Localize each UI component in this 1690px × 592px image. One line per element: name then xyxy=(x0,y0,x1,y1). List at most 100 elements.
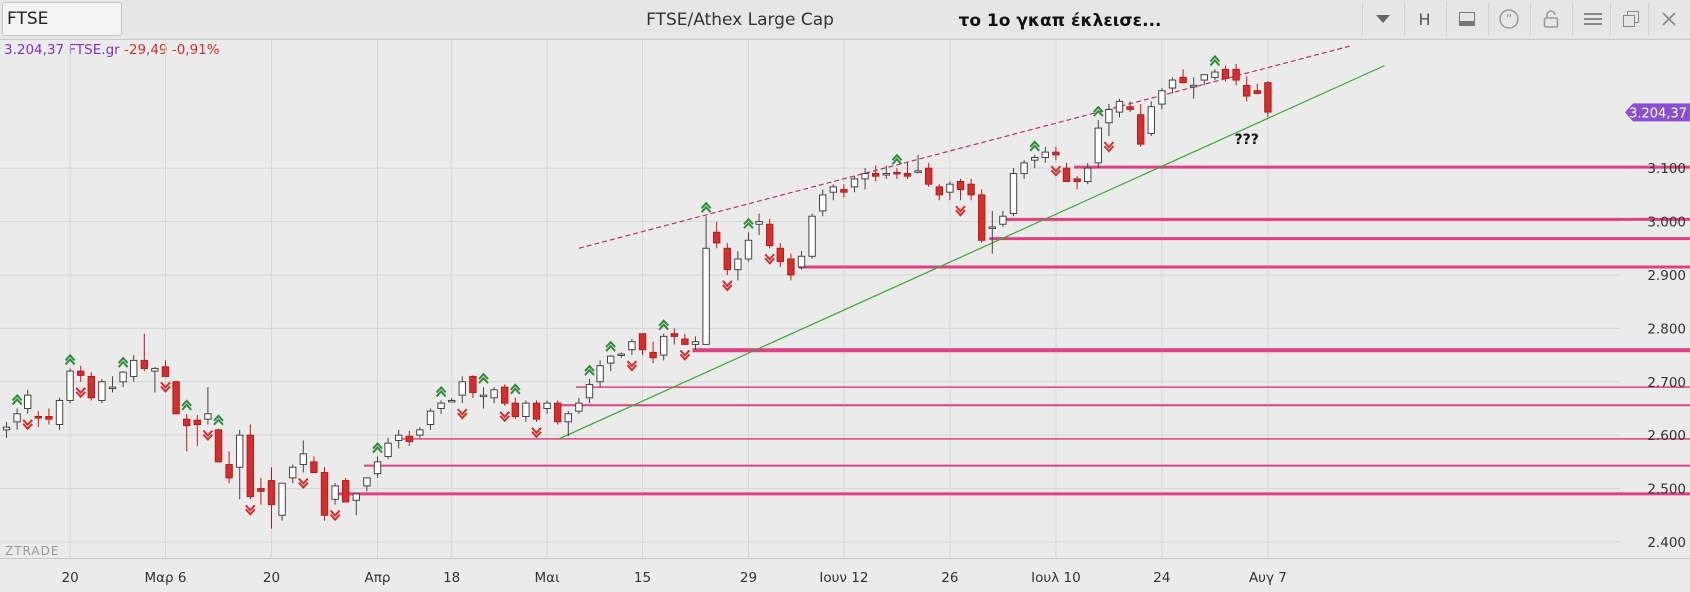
fractal-up-marker xyxy=(64,353,76,366)
candle-down xyxy=(310,456,318,474)
date-tick-label: 29 xyxy=(740,570,757,586)
quote-line: 3.204,37 FTSE.gr -29,49 -0,91% xyxy=(4,42,220,58)
candle-body xyxy=(87,375,95,399)
candle-body xyxy=(893,171,901,175)
fractal-up-marker xyxy=(700,201,712,213)
candle-up xyxy=(204,387,212,425)
price-tick-label: 3.100 xyxy=(1647,161,1686,177)
candle-body xyxy=(755,221,763,225)
candle-up xyxy=(1190,77,1198,99)
candle-body xyxy=(1084,167,1092,183)
candle-up xyxy=(1200,74,1208,86)
candle-body xyxy=(405,435,414,443)
quote-button[interactable]: ” xyxy=(1488,2,1528,36)
candle-body xyxy=(1179,76,1187,84)
candle-down xyxy=(1264,81,1272,118)
candle-body xyxy=(140,359,149,369)
quote-change: -29,49 xyxy=(124,42,168,58)
candle-body xyxy=(34,415,42,419)
fractal-down-marker xyxy=(531,427,542,439)
candle-body xyxy=(829,186,837,193)
candle-down xyxy=(1179,69,1187,84)
candle-body xyxy=(214,429,223,463)
candle-up xyxy=(585,379,594,404)
candle-body xyxy=(1221,68,1230,79)
candle-down xyxy=(1126,101,1134,113)
candle-body xyxy=(670,333,678,337)
candle-body xyxy=(55,399,64,425)
candle-up xyxy=(617,352,625,358)
candle-down xyxy=(140,333,149,372)
candle-up xyxy=(1020,160,1028,179)
candle-down xyxy=(766,218,774,249)
candle-up xyxy=(236,429,244,500)
fractal-down-marker xyxy=(679,349,691,361)
symbol-input[interactable]: FTSE xyxy=(2,2,122,36)
panel-button[interactable] xyxy=(1446,2,1486,36)
fractal-down-marker xyxy=(1050,165,1062,177)
candle-body xyxy=(946,183,954,193)
candle-up xyxy=(691,336,700,350)
candle-body xyxy=(956,181,965,191)
candle-down xyxy=(257,477,265,505)
candle-body xyxy=(787,258,795,276)
candle-body xyxy=(681,338,689,345)
candle-down xyxy=(405,430,414,446)
candle-up xyxy=(66,368,74,404)
candle-up xyxy=(607,355,615,372)
candle-body xyxy=(246,434,255,498)
candle-body xyxy=(45,415,53,420)
candle-body xyxy=(320,472,329,516)
candle-body xyxy=(1253,90,1261,94)
candle-body xyxy=(882,173,890,176)
fractal-up-marker xyxy=(1029,140,1040,152)
candle-body xyxy=(161,366,170,377)
candle-body xyxy=(925,167,933,185)
h-button-label: H xyxy=(1418,9,1431,29)
candle-up xyxy=(819,189,827,217)
candle-up xyxy=(151,366,159,393)
candle-body xyxy=(1243,84,1251,97)
fractal-down-marker xyxy=(160,381,171,393)
candle-body xyxy=(607,355,615,364)
close-button[interactable] xyxy=(1648,2,1688,36)
chevron-down-icon xyxy=(1375,14,1391,24)
candle-body xyxy=(819,194,827,212)
h-button[interactable]: H xyxy=(1404,2,1444,36)
candle-up xyxy=(702,216,710,345)
restore-button[interactable] xyxy=(1610,2,1650,36)
lock-button[interactable] xyxy=(1530,2,1570,36)
fractal-up-marker xyxy=(435,385,447,398)
candle-body xyxy=(914,170,922,173)
fractal-down-marker xyxy=(202,429,214,441)
dropdown-button[interactable] xyxy=(1362,2,1402,36)
menu-button[interactable] xyxy=(1572,2,1612,36)
price-tick-label: 2.600 xyxy=(1647,428,1686,444)
price-tick-label: 2.500 xyxy=(1647,482,1686,498)
candle-down xyxy=(776,242,784,267)
candle-up xyxy=(882,165,890,179)
candle-body xyxy=(490,389,498,399)
candle-body xyxy=(1041,151,1049,158)
candle-down xyxy=(935,184,943,201)
candle-down xyxy=(649,341,657,364)
date-tick-label: Ιουλ 10 xyxy=(1031,570,1081,586)
candle-down xyxy=(183,413,191,452)
candle-body xyxy=(935,186,943,196)
candle-body xyxy=(479,394,488,398)
candle-body xyxy=(193,419,202,425)
candle-body xyxy=(903,173,912,177)
candle-body xyxy=(1052,151,1060,156)
candle-body xyxy=(299,453,308,466)
fractal-up-marker xyxy=(1209,54,1221,67)
fractal-down-marker xyxy=(764,253,775,265)
candle-up xyxy=(1115,98,1124,118)
candle-down xyxy=(225,451,233,484)
candle-up xyxy=(448,397,456,403)
candle-up xyxy=(914,154,922,174)
candle-body xyxy=(236,434,244,468)
fractal-down-marker xyxy=(298,477,309,490)
candle-body xyxy=(734,258,742,271)
candlestick-chart[interactable]: 2.400 2.500 2.600 2.700 2.800 2.900 3.000 3.100… xyxy=(0,40,1690,592)
support-lines xyxy=(332,165,1690,496)
